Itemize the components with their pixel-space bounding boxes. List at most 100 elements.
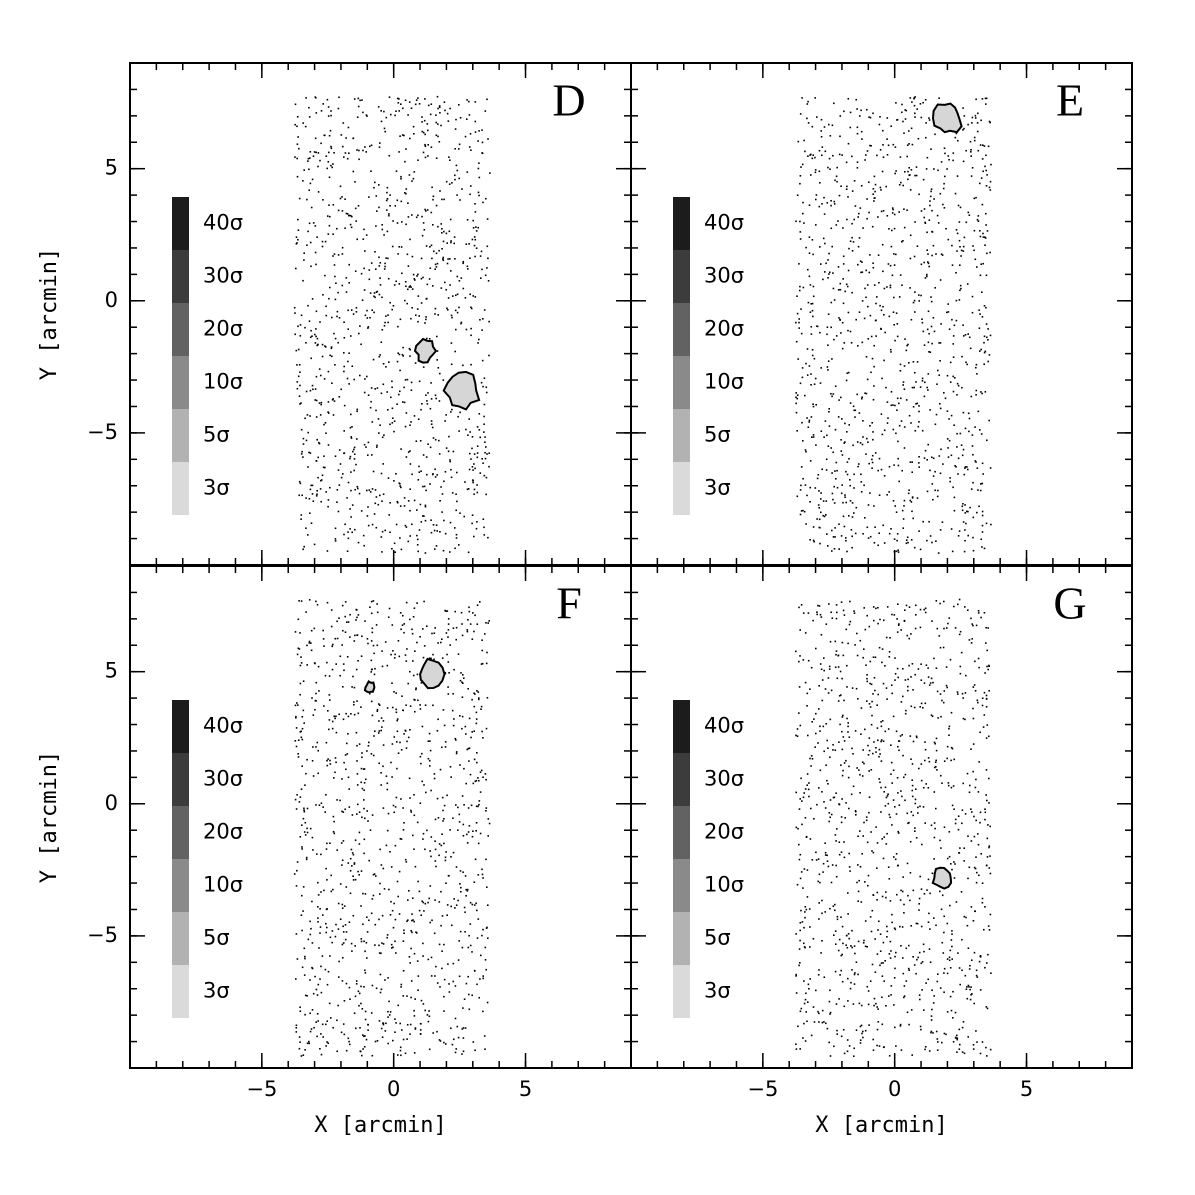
source-dot [475, 718, 478, 720]
source-dot [972, 770, 974, 773]
source-dot [388, 214, 390, 217]
source-dot [910, 676, 912, 678]
source-dot [318, 441, 320, 444]
source-dot [339, 918, 342, 920]
source-dot [988, 802, 990, 804]
source-dot [952, 486, 954, 489]
source-dot [445, 610, 447, 612]
legend-label: 3σ [704, 979, 731, 1003]
source-dot [482, 201, 484, 204]
source-dot [798, 948, 801, 950]
source-dot [434, 307, 437, 310]
source-dot [898, 184, 901, 186]
source-dot [331, 668, 334, 671]
source-dot [922, 943, 925, 946]
source-dot [961, 1051, 964, 1053]
source-dot [406, 378, 409, 381]
source-dot [410, 421, 412, 423]
source-dot [477, 805, 479, 808]
source-dot [795, 1048, 798, 1050]
source-dot [848, 247, 850, 250]
source-dot [295, 236, 298, 238]
source-dot [300, 1055, 303, 1057]
source-dot [962, 324, 964, 326]
source-dot [349, 870, 352, 872]
source-dot [842, 736, 845, 738]
source-dot [302, 548, 304, 551]
source-dot [468, 747, 471, 749]
source-dot [970, 149, 972, 151]
source-dot [300, 453, 303, 455]
source-dot [928, 265, 930, 268]
source-dot [880, 189, 882, 191]
source-dot [878, 920, 880, 923]
source-dot [370, 753, 373, 755]
source-dot [872, 193, 874, 195]
source-dot [454, 174, 456, 177]
source-dot [382, 744, 385, 746]
legend-swatch [673, 912, 690, 965]
source-dot [306, 414, 309, 416]
source-dot [879, 618, 881, 621]
source-dot [478, 996, 480, 999]
source-dot [412, 125, 415, 128]
source-dot [952, 390, 955, 393]
source-dot [937, 717, 939, 719]
source-dot [296, 387, 299, 390]
source-dot [984, 237, 987, 239]
source-dot [923, 682, 926, 684]
source-dot [345, 886, 348, 888]
source-dot [911, 763, 914, 765]
source-dot [321, 474, 324, 477]
source-dot [347, 481, 350, 484]
source-dot [889, 264, 892, 267]
source-dot [406, 302, 408, 305]
source-dot [458, 177, 460, 180]
source-dot [902, 695, 904, 698]
source-dot [863, 821, 865, 824]
source-dot [427, 104, 430, 107]
source-dot [836, 677, 839, 680]
source-dot [918, 767, 920, 770]
source-dot [346, 213, 349, 215]
source-dot [918, 909, 920, 911]
source-dot [902, 876, 904, 878]
source-dot [311, 335, 313, 337]
source-dot [820, 367, 822, 369]
source-dot [881, 975, 884, 977]
source-dot [452, 724, 455, 727]
panel-label: G [1053, 578, 1086, 629]
source-dot [882, 962, 884, 964]
source-dot [956, 382, 959, 385]
source-dot [958, 239, 961, 242]
source-dot [925, 136, 927, 139]
source-dot [459, 930, 462, 933]
source-dot [455, 493, 457, 495]
source-dot [378, 704, 381, 706]
source-dot [311, 942, 314, 944]
source-dot [881, 1023, 884, 1026]
source-dot [920, 294, 922, 297]
source-dot [294, 123, 296, 126]
source-dot [330, 625, 333, 628]
source-dot [878, 778, 880, 780]
source-dot [415, 216, 418, 219]
source-dot [961, 938, 963, 941]
source-dot [352, 875, 354, 877]
source-dot [470, 307, 473, 310]
source-dot [345, 982, 348, 985]
source-dot [399, 390, 401, 393]
source-dot [389, 914, 392, 916]
source-dot [910, 705, 913, 708]
source-dot [829, 168, 831, 170]
source-dot [351, 215, 353, 218]
source-dot [874, 656, 877, 659]
source-dot [886, 606, 889, 608]
source-dot [414, 1027, 417, 1029]
source-dot [323, 645, 325, 647]
source-dot [483, 474, 486, 477]
source-dot [400, 448, 402, 450]
source-dot [486, 453, 488, 455]
source-dot [969, 988, 971, 991]
source-dot [475, 822, 478, 824]
